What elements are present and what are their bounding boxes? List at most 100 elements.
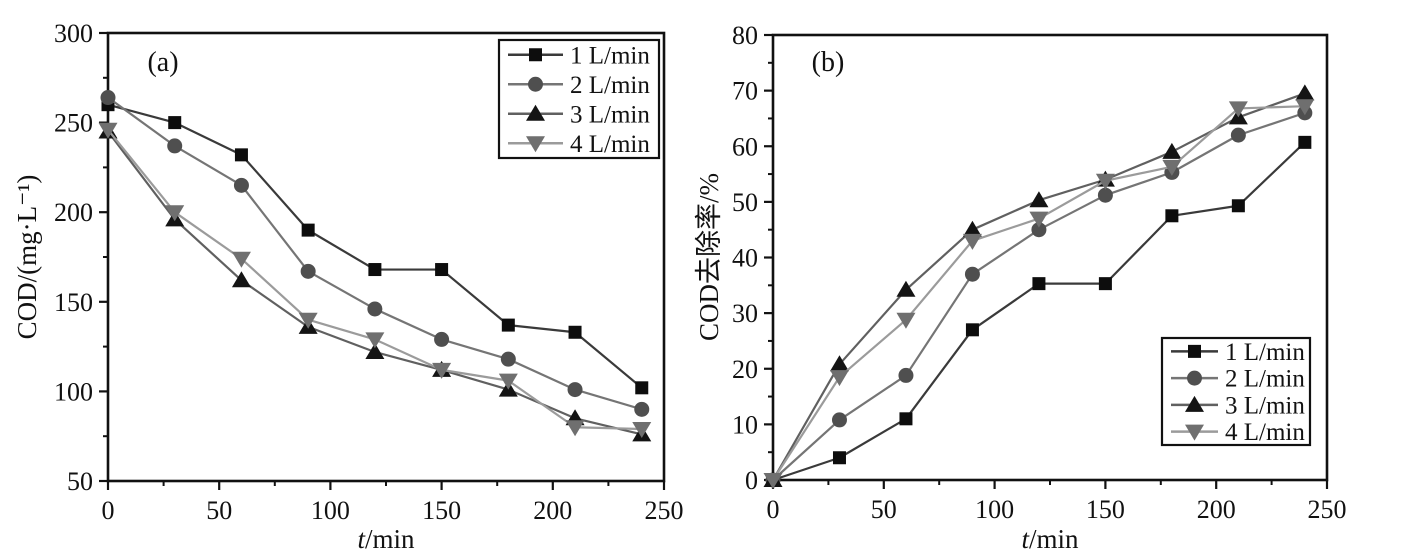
y-tick-label: 50 [67, 467, 93, 496]
legend-box [497, 38, 661, 160]
legend-label: 3 L/min [570, 101, 650, 128]
x-tick-label: 200 [533, 496, 572, 525]
series-2-l-min-marker [367, 301, 383, 317]
legend-marker-triangle-down [526, 136, 545, 153]
y-tick-label: 250 [54, 109, 93, 138]
series-2-l-min-marker [233, 177, 249, 193]
series-3-l-min-line [107, 130, 643, 436]
series-1-l-min-marker [301, 223, 315, 237]
chart-panel-a: 0 50 100 150 200 250 50 100 150 200 250 300 1 L/min 2… [12, 19, 684, 554]
series-4-l-min-marker [231, 251, 251, 268]
y-tick-label: 70 [732, 77, 758, 106]
series-1-l-min-marker [1032, 277, 1046, 291]
y-tick-label: 60 [732, 132, 758, 161]
series-2-l-min-marker [634, 401, 650, 417]
series-1-l-min-marker [1098, 277, 1112, 291]
series-1-l-min-marker [568, 325, 582, 339]
y-tick-label: 40 [732, 244, 758, 273]
series-1-l-min-marker [501, 318, 515, 332]
y-tick-label: 50 [732, 188, 758, 217]
y-tick-label: 80 [732, 21, 758, 50]
series-2-l-min-marker [167, 138, 183, 154]
x-axis: 0 50 100 150 200 250 [767, 480, 1347, 524]
series-3-l-min-marker [1295, 84, 1315, 101]
x-tick-label: 250 [645, 496, 684, 525]
series-1-l-min-marker [635, 381, 649, 395]
x-tick-label: 50 [871, 495, 897, 524]
series-2-l-min [100, 90, 650, 417]
series-2-l-min-marker [1097, 187, 1113, 203]
series-4-l-min-marker [1295, 99, 1315, 116]
legend-marker-triangle-up [526, 104, 545, 121]
y-tick-label: 20 [732, 355, 758, 384]
series-2-l-min-marker [1230, 127, 1246, 143]
x-tick-label: 150 [1086, 495, 1125, 524]
series-4-l-min-marker [1095, 173, 1115, 190]
series-2-l-min-marker [831, 412, 847, 428]
y-tick-label: 100 [54, 377, 93, 406]
legend-marker-triangle-up [1185, 395, 1204, 412]
y-axis: 0 10 20 30 40 50 60 70 80 [732, 21, 773, 495]
y-axis-title: COD去除率/% [694, 173, 724, 341]
series-2-l-min-marker [500, 351, 516, 367]
y-tick-label: 10 [732, 410, 758, 439]
series-1-l-min-marker [965, 323, 979, 337]
panel-label: (a) [147, 47, 178, 78]
series-1-l-min-marker [368, 263, 382, 277]
legend-label: 1 L/min [1225, 339, 1305, 366]
series-2-l-min-marker [898, 367, 914, 383]
legend-marker-square [1188, 344, 1201, 358]
series-2-l-min-marker [100, 90, 116, 106]
legend-label: 1 L/min [570, 42, 650, 69]
series-2-l-min-marker [434, 331, 450, 347]
series-2-l-min-marker [1031, 222, 1047, 238]
series-4-l-min-marker [498, 373, 518, 390]
series-3-l-min-marker [829, 355, 849, 372]
legend-label: 2 L/min [1225, 366, 1305, 393]
legend-label: 4 L/min [570, 131, 650, 158]
series-1-l-min-marker [234, 148, 248, 162]
series-3-l-min-marker [1029, 191, 1049, 208]
series-3-l-min-marker [365, 342, 385, 359]
y-tick-label: 300 [54, 19, 93, 48]
series-1-l-min-marker [168, 116, 182, 130]
legend-marker-circle [528, 76, 543, 92]
legend-marker-triangle-down [1185, 424, 1204, 441]
y-tick-label: 0 [745, 466, 758, 495]
legend-marker-circle [1187, 370, 1202, 386]
series-4-l-min [98, 122, 652, 439]
legend-label: 4 L/min [1225, 419, 1305, 446]
series-4-l-min-marker [962, 233, 982, 250]
series-4-l-min [763, 99, 1315, 489]
series-1-l-min [766, 135, 1312, 487]
series-1-l-min-marker [435, 263, 449, 277]
series-1-l-min-marker [899, 412, 913, 426]
series-3-l-min [98, 122, 652, 442]
x-tick-label: 150 [422, 496, 461, 525]
series-2-l-min-marker [567, 382, 583, 398]
panel-label: (b) [812, 47, 845, 78]
x-tick-label: 200 [1197, 495, 1236, 524]
x-axis: 0 50 100 150 200 250 [102, 481, 684, 525]
x-tick-label: 250 [1308, 495, 1347, 524]
series-4-l-min-marker [1162, 159, 1182, 176]
series-4-l-min-marker [1228, 101, 1248, 118]
series-4-l-min-marker [365, 332, 385, 349]
series-1-l-min-marker [1298, 135, 1312, 149]
x-tick-label: 50 [206, 496, 232, 525]
chart-panel-b: 0 50 100 150 200 250 0 10 20 30 40 50 60 70 80 1 L/min2… [694, 21, 1347, 554]
x-tick-label: 100 [311, 496, 350, 525]
y-tick-label: 150 [54, 288, 93, 317]
series-4-l-min-marker [432, 362, 452, 379]
y-axis: 50 100 150 200 250 300 [54, 19, 108, 496]
legend-label: 3 L/min [1225, 392, 1305, 419]
x-axis-title: t/min [1021, 524, 1079, 554]
series-4-l-min-marker [165, 205, 185, 222]
x-axis-title: t/min [357, 524, 415, 554]
legend-label: 2 L/min [570, 72, 650, 99]
series-2-l-min-marker [964, 266, 980, 282]
series-4-l-min-marker [298, 312, 318, 329]
